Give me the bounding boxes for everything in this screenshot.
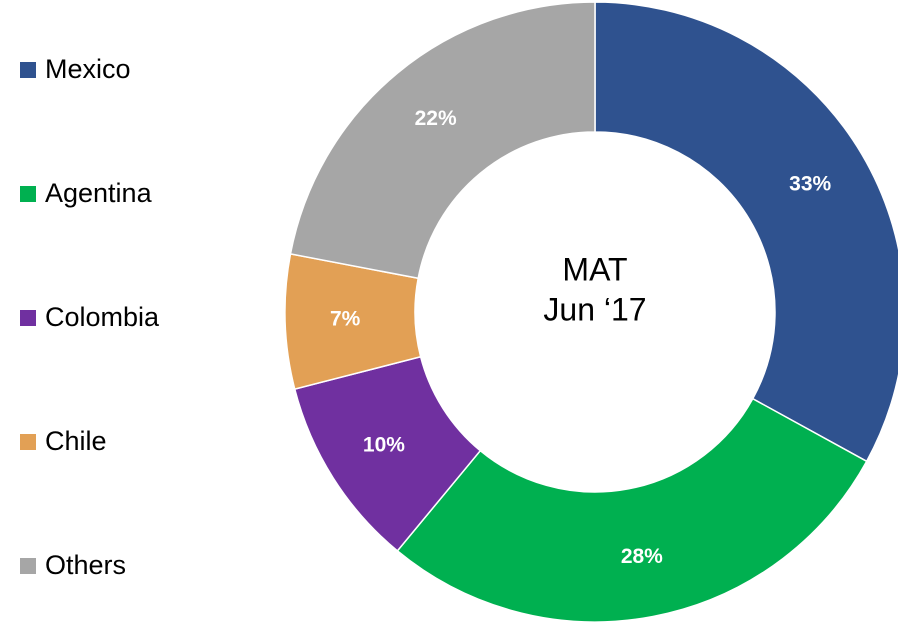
center-text: Jun ‘17: [543, 291, 646, 327]
legend-text: Chile: [45, 426, 107, 456]
data-label: 7%: [330, 307, 361, 330]
data-label: 10%: [363, 434, 405, 457]
slice: [594, 1, 898, 463]
center-text: MAT: [562, 251, 627, 287]
legend-text: Mexico: [45, 54, 131, 84]
data-label: 33%: [789, 172, 831, 195]
legend-swatch: [20, 558, 36, 574]
data-label: 22%: [415, 107, 457, 130]
legend-text: Others: [45, 550, 126, 580]
legend-text: Colombia: [45, 302, 160, 332]
data-label: 28%: [621, 545, 663, 568]
legend-swatch: [20, 310, 36, 326]
legend-swatch: [20, 62, 36, 78]
slice: [289, 1, 596, 280]
legend-swatch: [20, 434, 36, 450]
slice: [396, 397, 868, 623]
legend-text: Agentina: [45, 178, 153, 208]
legend-swatch: [20, 186, 36, 202]
